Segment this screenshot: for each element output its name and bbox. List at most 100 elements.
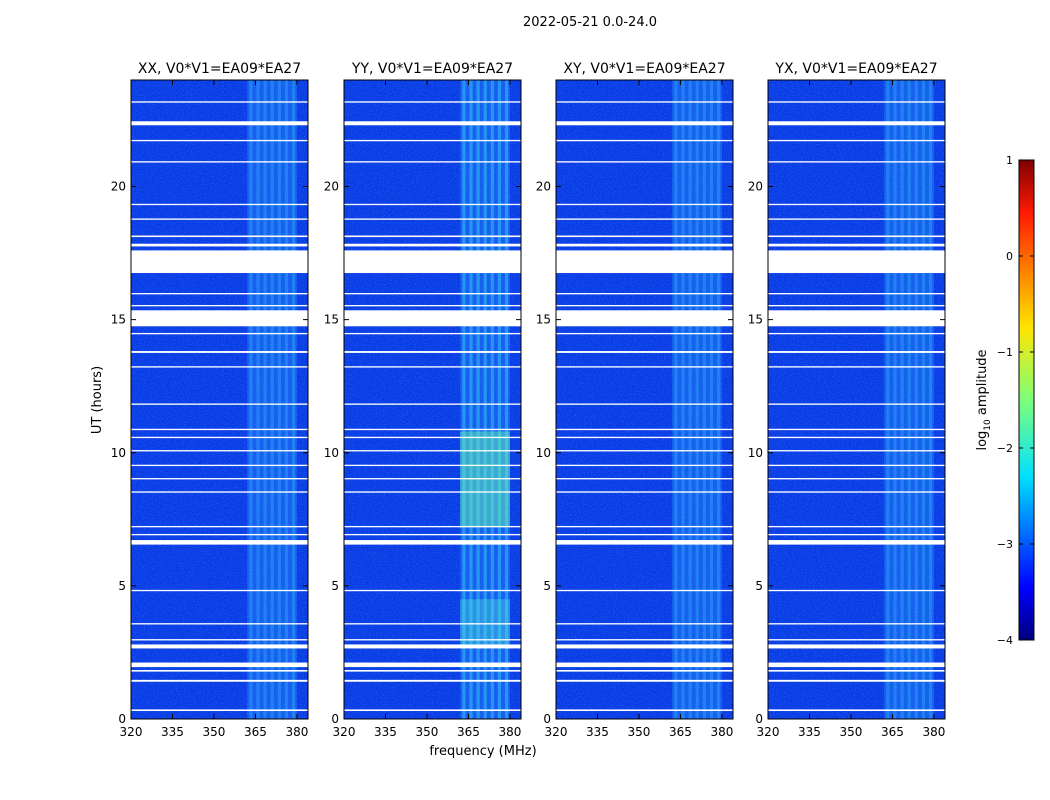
flagged-row [768,310,945,327]
colorbar-tick-label: −1 [997,346,1013,359]
y-tick-label: 0 [755,712,763,726]
y-tick-label: 20 [748,180,763,194]
rfi-stripe [490,80,494,719]
spectrum-noise [344,80,521,719]
rfi-stripe [688,80,692,719]
flagged-row [768,679,945,682]
figure-suptitle: 2022-05-21 0.0-24.0 [523,15,657,30]
colorbar-tick-label: 0 [1006,250,1013,263]
flagged-row [344,670,521,672]
x-tick-label: 365 [881,725,904,739]
rfi-stripe [497,80,502,719]
panel-frame [767,79,946,720]
flagged-row [131,662,308,668]
flagged-row [344,533,521,536]
flagged-row [344,139,521,142]
y-tick-label: 0 [118,712,126,726]
flagged-row [131,351,308,353]
flagged-row [768,235,945,238]
flagged-row [556,235,733,238]
flagged-row [131,218,308,220]
flagged-row [131,679,308,682]
rfi-stripe [256,80,260,719]
colorbar-ticks: 1 0 −1 −2 −3 −4 [997,154,1034,647]
flagged-row [344,662,521,668]
panel-frame [555,79,734,720]
rfi-stripe [709,80,714,719]
spectrum-noise [131,80,308,719]
rfi-stripe [291,80,296,719]
flagged-row [131,332,308,335]
flagged-row [768,464,945,467]
y-tick-label: 0 [331,712,339,726]
flagged-row [556,670,733,672]
flagged-row [344,436,521,439]
y-tick-label: 15 [536,313,551,327]
flagged-row [131,203,308,206]
flagged-row [768,304,945,307]
flagged-row [344,644,521,649]
flagged-row [344,679,521,682]
flagged-row [768,540,945,545]
x-tick-label: 350 [203,725,226,739]
spectrum-noise [556,80,733,719]
panel-frame [130,79,309,720]
rfi-stripe [702,80,706,719]
colorbar-tick-label: 1 [1006,154,1013,167]
rfi-stripe [270,80,274,719]
rfi-stripe [674,80,678,719]
flagged-row [768,623,945,625]
panels: XX, V0*V1=EA09*EA27 320 335 350 365 380 0 5 10 15… [111,61,946,739]
flagged-row [556,101,733,103]
x-tick-label: 350 [628,725,651,739]
y-tick-label: 20 [536,180,551,194]
rfi-stripe [900,80,904,719]
flagged-row [556,351,733,353]
x-tick-label: 335 [161,725,184,739]
x-tick-label: 365 [244,725,267,739]
flagged-row [131,366,308,368]
flagged-row [344,121,521,126]
flagged-row [344,218,521,220]
flagged-row [556,203,733,206]
colorbar-tick-label: −4 [997,634,1013,647]
panel-title: YY, V0*V1=EA09*EA27 [351,61,513,77]
flagged-row [556,218,733,220]
y-tick-label: 15 [748,313,763,327]
panel-title: YX, V0*V1=EA09*EA27 [774,61,937,77]
y-tick-label: 15 [111,313,126,327]
x-tick-label: 335 [374,725,397,739]
rfi-stripe [695,80,699,719]
flagged-row [556,310,733,327]
flagged-row [344,310,521,327]
x-tick-label: 320 [545,725,568,739]
rfi-band [460,80,510,719]
x-axis-label: frequency (MHz) [429,744,536,759]
rfi-stripe [681,80,685,719]
flagged-row [131,623,308,625]
flagged-row [768,491,945,493]
flagged-row [556,293,733,295]
colorbar-gradient [1018,159,1035,641]
flagged-row [344,491,521,493]
flagged-row [344,304,521,307]
flagged-row [131,250,308,274]
rfi-stripe [921,80,926,719]
flagged-row [556,161,733,163]
flagged-row [131,670,308,672]
flagged-row [768,428,945,431]
flagged-row [556,623,733,625]
flagged-row [768,218,945,220]
flagged-row [556,366,733,368]
flagged-row [344,403,521,405]
flagged-row [131,436,308,439]
flagged-row [131,310,308,327]
rfi-stripe [249,80,253,719]
flagged-row [768,332,945,335]
flagged-row [344,161,521,163]
flagged-row [556,639,733,641]
y-tick-label: 10 [536,446,551,460]
flagged-row [768,203,945,206]
rfi-stripe [886,80,890,719]
